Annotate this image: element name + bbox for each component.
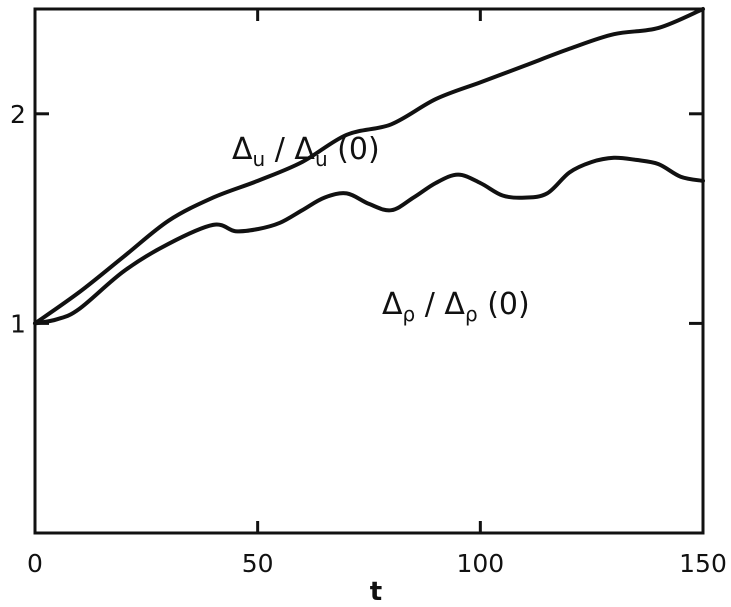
series-label-density-sym1: Δ	[382, 287, 403, 322]
series-label-density-sub1: ρ	[403, 302, 416, 326]
series-line-density	[33, 155, 705, 326]
series-label-velocity-sep: /	[265, 132, 294, 167]
series-label-velocity-tail: (0)	[328, 132, 380, 167]
x-tick-label: 0	[27, 549, 43, 578]
y-tick-label: 2	[10, 100, 26, 129]
tick-marks	[35, 9, 703, 533]
y-tick-labels: 12	[10, 100, 26, 339]
series-label-velocity-sub1: u	[253, 147, 266, 171]
series-label-density-sym2: Δ	[444, 287, 465, 322]
y-tick-label: 1	[10, 309, 26, 338]
x-tick-label: 50	[242, 549, 274, 578]
x-tick-label: 150	[679, 549, 727, 578]
series-label-velocity-sym2: Δ	[294, 132, 315, 167]
series-line-velocity	[33, 7, 705, 326]
x-tick-labels: 0 50 100 150	[27, 549, 727, 578]
series-label-velocity-sym1: Δ	[232, 132, 253, 167]
plot-frame	[33, 7, 705, 535]
x-tick-label: 100	[456, 549, 504, 578]
series-label-density-tail: (0)	[478, 287, 530, 322]
series-label-density: Δρ / Δρ (0)	[382, 287, 530, 326]
series-label-density-sep: /	[415, 287, 444, 322]
series-label-density-sub2: ρ	[465, 302, 478, 326]
series-label-velocity-sub2: u	[315, 147, 328, 171]
series-lines	[33, 7, 705, 326]
series-label-velocity: Δu / Δu (0)	[232, 132, 380, 171]
x-axis-label: t	[370, 577, 382, 607]
